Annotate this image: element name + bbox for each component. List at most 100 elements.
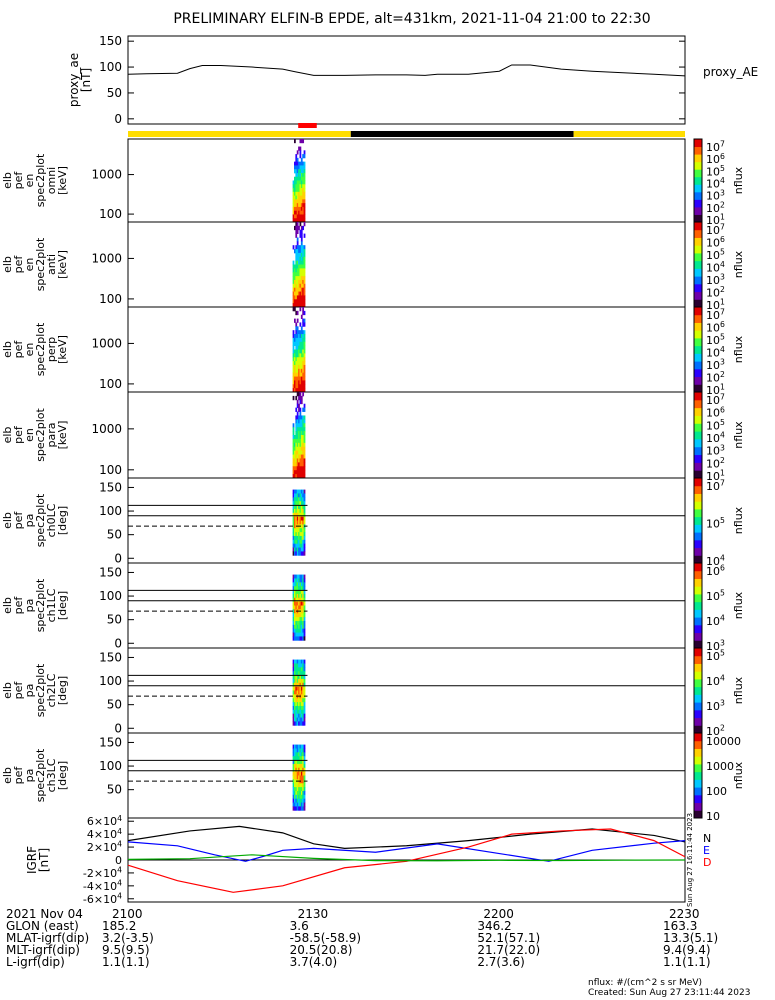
spectrogram-cell (293, 675, 296, 680)
spectrogram-cell (302, 431, 305, 436)
spectrogram-cell (299, 154, 302, 159)
spectrogram-cell (296, 601, 299, 606)
spectrogram-cell (296, 229, 299, 234)
spectrogram-cell (293, 169, 296, 174)
spectrogram-cell (303, 597, 306, 603)
panel-ylabel: elb (1, 767, 14, 784)
spectrogram-cell (296, 392, 299, 397)
spectrogram-cell (303, 256, 306, 262)
spectrogram-cell (300, 245, 303, 250)
spectrogram-cell (299, 222, 302, 227)
spectrogram-cell (300, 169, 303, 174)
spectrogram-cell (302, 388, 305, 393)
spectrogram-cell (298, 427, 300, 432)
panel-ylabel: ch2LC (45, 673, 58, 707)
panel-ylabel: en (23, 343, 36, 357)
panel-ylabel: elb (1, 256, 14, 273)
colorbar-tick: 1000 (706, 760, 734, 773)
spectrogram-cell (295, 295, 298, 300)
colorbar-label: nflux (732, 166, 745, 194)
proxy-ae-ytick: 50 (107, 86, 122, 100)
spectrogram-cell (300, 458, 303, 463)
spectrogram-cell (298, 543, 300, 548)
spectrogram-cell (296, 636, 299, 641)
panel-ylabel: [deg] (56, 506, 69, 535)
spectrogram-cell (299, 682, 302, 688)
spectrogram-cell (300, 767, 303, 773)
spectrogram-cell (303, 628, 306, 633)
colorbar-segment (694, 532, 702, 541)
spectrogram-cell (295, 222, 298, 227)
spectrogram-cell (295, 617, 298, 622)
spectrogram-cell (296, 260, 299, 265)
spectrogram-cell (296, 176, 299, 181)
spectrogram-cell (302, 721, 305, 726)
spectrogram-cell (295, 783, 298, 788)
spectrogram-cell (298, 721, 300, 726)
spectrogram-cell (296, 446, 299, 452)
spectrogram-cell (303, 474, 306, 479)
spectrogram-cell (298, 632, 300, 637)
spectrogram-cell (299, 532, 302, 537)
spectrogram-cell (302, 279, 305, 285)
spectrogram-cell (302, 310, 305, 316)
spectrogram-cell (299, 322, 302, 327)
spectrogram-cell (300, 357, 303, 362)
spectrogram-cell (298, 466, 300, 471)
spectrogram-cell (295, 199, 298, 204)
spectrogram-cell (300, 423, 303, 428)
ytick-label: 1000 (91, 251, 122, 265)
spectrogram-cell (295, 474, 298, 479)
spectrogram-cell (300, 431, 303, 436)
spectrogram-cell (302, 667, 305, 672)
spectrogram-cell (299, 582, 302, 587)
panel-ylabel: [deg] (56, 591, 69, 620)
spectrogram-cell (295, 380, 298, 385)
colorbar-tick: 104 (706, 614, 725, 628)
spectrogram-cell (300, 191, 303, 196)
colorbar-tick: 107 (706, 479, 725, 493)
spectrogram-cell (303, 446, 306, 452)
spectrogram-cell (295, 713, 298, 718)
spectrogram-cell (293, 139, 296, 144)
colorbar-segment (694, 663, 702, 672)
panel-frame-para (127, 391, 686, 479)
colorbar-segment (694, 222, 702, 231)
spectrogram-cell (302, 744, 305, 749)
spectrogram-cell (295, 667, 298, 672)
spectrogram-cell (300, 287, 303, 292)
spectrogram-cell (296, 184, 299, 189)
ytick-label: 100 (99, 674, 122, 688)
colorbar-tick: 101 (706, 383, 725, 397)
spectrogram-cell (298, 146, 300, 151)
colorbar-segment (694, 694, 702, 703)
colorbar-tick: 104 (706, 176, 725, 190)
spectrogram-cell (300, 314, 303, 319)
spectrogram-cell (292, 636, 295, 641)
spectrogram-cell (302, 508, 305, 514)
spectrogram-cell (298, 458, 300, 463)
spectrogram-cell (298, 337, 300, 343)
colorbar-segment (694, 276, 702, 285)
colorbar-segment (694, 299, 702, 308)
spectrogram-cell (296, 632, 299, 637)
spectrogram-cell (296, 368, 299, 374)
spectrogram-cell (300, 524, 303, 529)
panel-ylabel: ch0LC (45, 503, 58, 537)
spectrogram-cell (302, 489, 305, 494)
spectrogram-cell (298, 268, 300, 273)
ytick-label: 1000 (91, 336, 122, 350)
panel-ylabel: [keV] (56, 166, 69, 195)
colorbar-tick: 104 (706, 345, 725, 359)
spectrogram-cell (292, 601, 295, 606)
spectrogram-cell (302, 268, 305, 273)
colorbar-tick: 103 (706, 273, 725, 287)
spectrogram-cell (295, 790, 298, 796)
spectrogram-cell (300, 760, 303, 765)
spectrogram-cell (299, 508, 302, 514)
spectrogram-cell (303, 578, 306, 583)
spectrogram-cell (293, 601, 296, 606)
spectrogram-cell (293, 272, 296, 277)
spectrogram-cell (296, 334, 299, 339)
spectrogram-cell (298, 806, 300, 811)
